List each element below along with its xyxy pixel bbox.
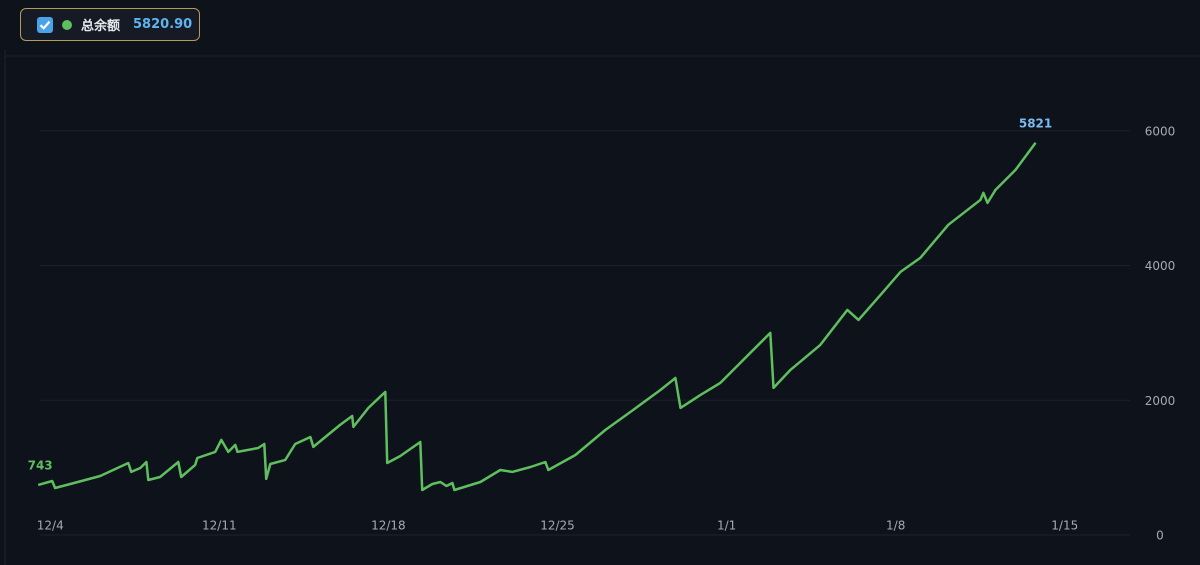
x-tick-label: 12/11 xyxy=(202,519,237,533)
y-tick-label: 6000 xyxy=(1145,124,1176,138)
series-line xyxy=(37,142,1037,492)
x-tick-label: 1/15 xyxy=(1051,519,1078,533)
legend-dot xyxy=(62,19,72,30)
x-tick-label: 12/4 xyxy=(37,519,64,533)
x-tick-label: 12/18 xyxy=(371,519,406,533)
x-tick-label: 1/8 xyxy=(886,519,905,533)
checkbox[interactable] xyxy=(37,16,53,33)
data-label: 743 xyxy=(28,458,53,472)
y-tick-label: 4000 xyxy=(1145,259,1176,273)
y-tick-label: 2000 xyxy=(1145,394,1176,408)
x-tick-label: 1/1 xyxy=(717,519,736,533)
y-tick-label: 0 xyxy=(1156,529,1164,543)
legend-name: 总余额 xyxy=(81,19,121,34)
x-tick-label: 12/25 xyxy=(540,519,575,533)
legend-value: 5820.90 xyxy=(133,17,193,32)
legend: 总余额 5820.90 xyxy=(20,8,200,41)
data-label: 5821 xyxy=(1019,116,1052,130)
